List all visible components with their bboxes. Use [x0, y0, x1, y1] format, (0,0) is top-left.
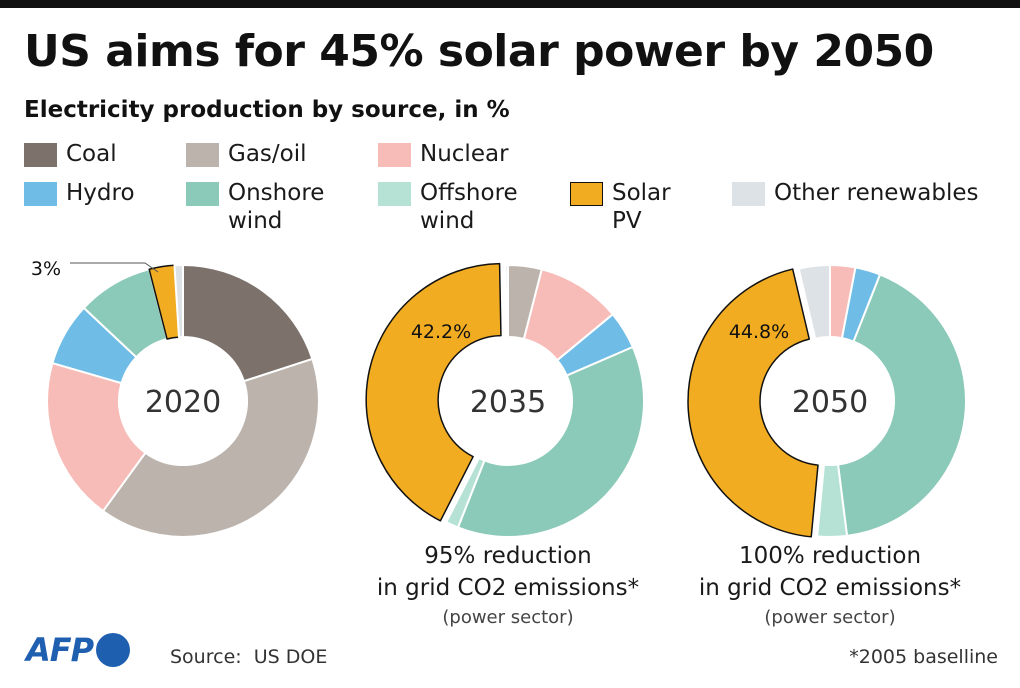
legend-label-nuclear: Nuclear [420, 141, 509, 167]
legend-swatch-onshore-wind [186, 182, 219, 206]
footnote: *2005 baselline [849, 646, 998, 668]
caption-note: (power sector) [764, 607, 896, 628]
legend-label-coal: Coal [66, 141, 117, 167]
afp-logo-text: AFP [26, 631, 94, 669]
slice-2020-other-renewables [173, 264, 184, 339]
donut-chart-2020: 2020 3% [31, 258, 320, 538]
chart-title: US aims for 45% solar power by 2050 [24, 26, 934, 77]
legend-swatch-solar-pv [570, 182, 603, 206]
legend-swatch-other-renewables [732, 182, 765, 206]
slice-2035-onshore-wind [456, 345, 645, 538]
donut-center-label: 2035 [470, 385, 546, 420]
caption-2035: 95% reduction in grid CO2 emissions* (po… [358, 540, 658, 632]
slice-annotation: 3% [31, 258, 61, 280]
source-note: Source: US DOE [170, 646, 328, 668]
slice-annotation: 42.2% [411, 321, 471, 343]
chart-subtitle: Electricity production by source, in % [24, 97, 510, 123]
slice-2035-offshore-wind [445, 457, 486, 529]
legend-item-gas-oil: Gas/oil [186, 140, 307, 168]
caption-2050: 100% reduction in grid CO2 emissions* (p… [680, 540, 980, 632]
afp-logo-dot [96, 633, 131, 667]
donut-center-label: 2020 [145, 385, 221, 420]
donut-center-label: 2050 [792, 385, 868, 420]
slice-2035-solar-pv [365, 262, 502, 522]
legend-swatch-offshore-wind [378, 182, 411, 206]
annotation-leader-line [70, 262, 159, 273]
slice-annotation: 44.8% [729, 321, 789, 343]
caption-line: 100% reduction [738, 543, 922, 569]
legend-label-other-renewables: Other renewables [774, 180, 979, 206]
slice-2050-onshore-wind [837, 273, 967, 537]
legend-item-offshore-wind: Offshore wind [378, 179, 518, 235]
legend-swatch-coal [24, 143, 57, 167]
donut-chart-2035: 2035 42.2% [365, 262, 645, 538]
legend-item-coal: Coal [24, 140, 117, 168]
legend-label-hydro: Hydro [66, 180, 135, 206]
top-rule [0, 0, 1020, 8]
afp-logo: AFP [26, 630, 131, 670]
caption-line: in grid CO2 emissions* [698, 575, 962, 601]
slice-2050-other-renewables [797, 264, 831, 340]
legend-label-onshore-wind: Onshore wind [228, 180, 325, 234]
slice-2050-solar-pv [687, 268, 819, 538]
legend-item-other-renewables: Other renewables [732, 179, 978, 207]
slice-2020-gas-oil [102, 357, 320, 538]
legend-item-onshore-wind: Onshore wind [186, 179, 324, 235]
legend-item-solar-pv: Solar PV [570, 179, 671, 235]
legend-swatch-gas-oil [186, 143, 219, 167]
slice-2020-coal [182, 264, 314, 383]
legend-swatch-nuclear [378, 143, 411, 167]
slice-2035-other-renewables [504, 264, 509, 339]
legend-label-gas-oil: Gas/oil [228, 141, 307, 167]
legend-swatch-hydro [24, 182, 57, 206]
legend-label-offshore-wind: Offshore wind [420, 180, 518, 234]
slice-2020-nuclear [46, 362, 147, 513]
legend-label-solar-pv: Solar PV [612, 180, 671, 234]
caption-line: in grid CO2 emissions* [376, 575, 640, 601]
donut-chart-2050: 2050 44.8% [687, 264, 967, 538]
slice-2050-offshore-wind [816, 463, 849, 538]
caption-line: 95% reduction [424, 543, 592, 569]
legend-item-nuclear: Nuclear [378, 140, 509, 168]
legend-item-hydro: Hydro [24, 179, 135, 207]
legend: Coal Gas/oil Nuclear Hydro Onshore wind Offsh… [24, 140, 1014, 240]
caption-note: (power sector) [442, 607, 574, 628]
donut-charts: 2020 3% 2035 42.2% 2050 44.8% [31, 258, 967, 538]
